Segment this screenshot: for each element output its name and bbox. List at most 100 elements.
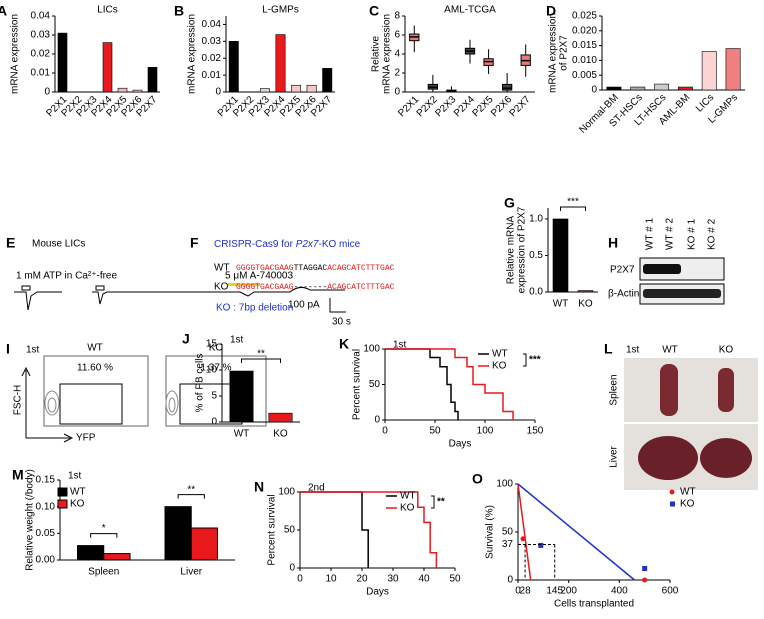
sequence: GGGGTGACGAAGTTAGGACACAGCATCTTTGAC [236, 264, 395, 273]
y-axis-label: Percent survival [267, 494, 278, 565]
y-tick-label: 0.010 [572, 55, 597, 66]
bar [117, 87, 128, 93]
x-tick-label: 30 [387, 574, 399, 585]
x-tick-label: 50 [449, 574, 461, 585]
stim-marker [95, 285, 105, 291]
legend-label: WT [492, 349, 508, 360]
bar [259, 88, 270, 93]
row-label: Liver [609, 445, 620, 467]
bar [306, 84, 317, 93]
bar [291, 84, 302, 93]
x-tick-label: 40 [418, 574, 430, 585]
sig-label: *** [567, 197, 579, 208]
x-tick-label: KO [273, 429, 288, 440]
legend-label: KO [70, 499, 85, 510]
y-tick-label: 100 [278, 487, 295, 498]
panel-letter: B [174, 3, 184, 19]
liver [638, 436, 698, 480]
gate [59, 383, 123, 425]
round-label: 1st [68, 471, 82, 482]
y-tick-label: 0.0 [529, 287, 543, 298]
x-tick-label: Spleen [88, 567, 119, 578]
bar [268, 412, 293, 423]
bar [229, 370, 254, 423]
y-tick-label: 0.04 [31, 11, 51, 22]
y-axis-label: mRNA expression [10, 14, 21, 94]
x-tick-label: 20 [356, 574, 368, 585]
y-axis-label: expression of P2X7 [517, 206, 528, 293]
seq-part: GGGGTGACGAAG [236, 264, 294, 273]
spleen [660, 364, 678, 416]
sig-label: * [102, 523, 106, 534]
bar [654, 83, 670, 91]
trace-label: 1 mM ATP in Ca²⁺-free [16, 271, 117, 282]
y-tick-label: 6 [394, 30, 400, 41]
round-label: 1st [626, 345, 640, 356]
drug-bar [228, 283, 260, 286]
sig-label: *** [529, 355, 541, 366]
lane-label: WT # 1 [645, 218, 656, 250]
column-label: WT [662, 345, 678, 356]
line [517, 483, 532, 581]
y-tick-label: 0 [394, 87, 400, 98]
x-tick-label: 0 [297, 574, 303, 585]
panel-letter: M [12, 467, 24, 483]
panel-letter: J [182, 331, 190, 347]
scale-label: 100 pA [288, 300, 320, 311]
chart-title: L-GMPs [262, 5, 299, 16]
bar [552, 218, 569, 293]
contour [44, 390, 60, 416]
band [643, 264, 681, 274]
x-tick-label: Liver [180, 567, 202, 578]
title-part: -KO mice [318, 239, 360, 250]
percent-label: 1.37 % [200, 363, 231, 374]
reference-label: 37 [502, 539, 514, 550]
bar [228, 41, 239, 93]
percent-label: 11.60 % [77, 363, 113, 374]
y-axis-label: Percent survival [352, 349, 363, 420]
line [300, 491, 369, 568]
panel-letter: O [472, 471, 483, 487]
round-label: 1st [26, 345, 40, 356]
x-tick-label: WT [234, 429, 250, 440]
row-label: P2X7 [610, 265, 635, 276]
flow-plot [43, 355, 149, 427]
line [385, 348, 459, 420]
legend-label: KO [680, 499, 695, 510]
y-axis-label: mRNA expression [382, 14, 393, 94]
plot-title: KO [209, 343, 224, 354]
y-tick-label: 0 [215, 87, 221, 98]
lane-label: KO # 1 [687, 218, 698, 250]
y-axis-label: of P2X7 [559, 35, 570, 71]
y-tick-label: 0.03 [31, 30, 51, 41]
panel-letter: K [339, 336, 349, 352]
y-tick-label: 0 [211, 417, 217, 428]
current-trace [14, 286, 345, 311]
flow-plot [165, 355, 267, 427]
panel-letter: F [190, 235, 199, 251]
x-tick-label: P2X7 [508, 94, 533, 119]
bar [132, 89, 143, 93]
seq-part: GGGGTGACGAAG [236, 283, 294, 292]
panel-title: Mouse LICs [32, 239, 85, 250]
y-axis-label: mRNA expression [187, 14, 198, 94]
sig-label: ** [187, 484, 195, 495]
x-tick-label: 400 [611, 586, 628, 597]
x-tick-label: 600 [662, 586, 679, 597]
panel-letter: I [6, 341, 10, 357]
y-axis-label: Relative mRNA [506, 216, 517, 285]
legend-label: KO [400, 503, 415, 514]
reference-label: 28 [520, 586, 532, 597]
sig-bracket [523, 353, 527, 367]
y-axis-label: % of PB cells [195, 354, 206, 413]
sequence: GGGGTGACGAAG-------ACAGCATCTTTGAC [236, 283, 395, 292]
legend-swatch [57, 499, 68, 509]
y-tick-label: 0.020 [572, 25, 597, 36]
y-tick-label: 50 [502, 527, 514, 538]
x-axis-label: Days [366, 587, 389, 598]
y-tick-label: 0.05 [36, 528, 56, 539]
sig-bracket [90, 533, 118, 538]
panel-letter: A [0, 3, 7, 19]
bar [57, 32, 68, 93]
legend-swatch [57, 487, 68, 497]
